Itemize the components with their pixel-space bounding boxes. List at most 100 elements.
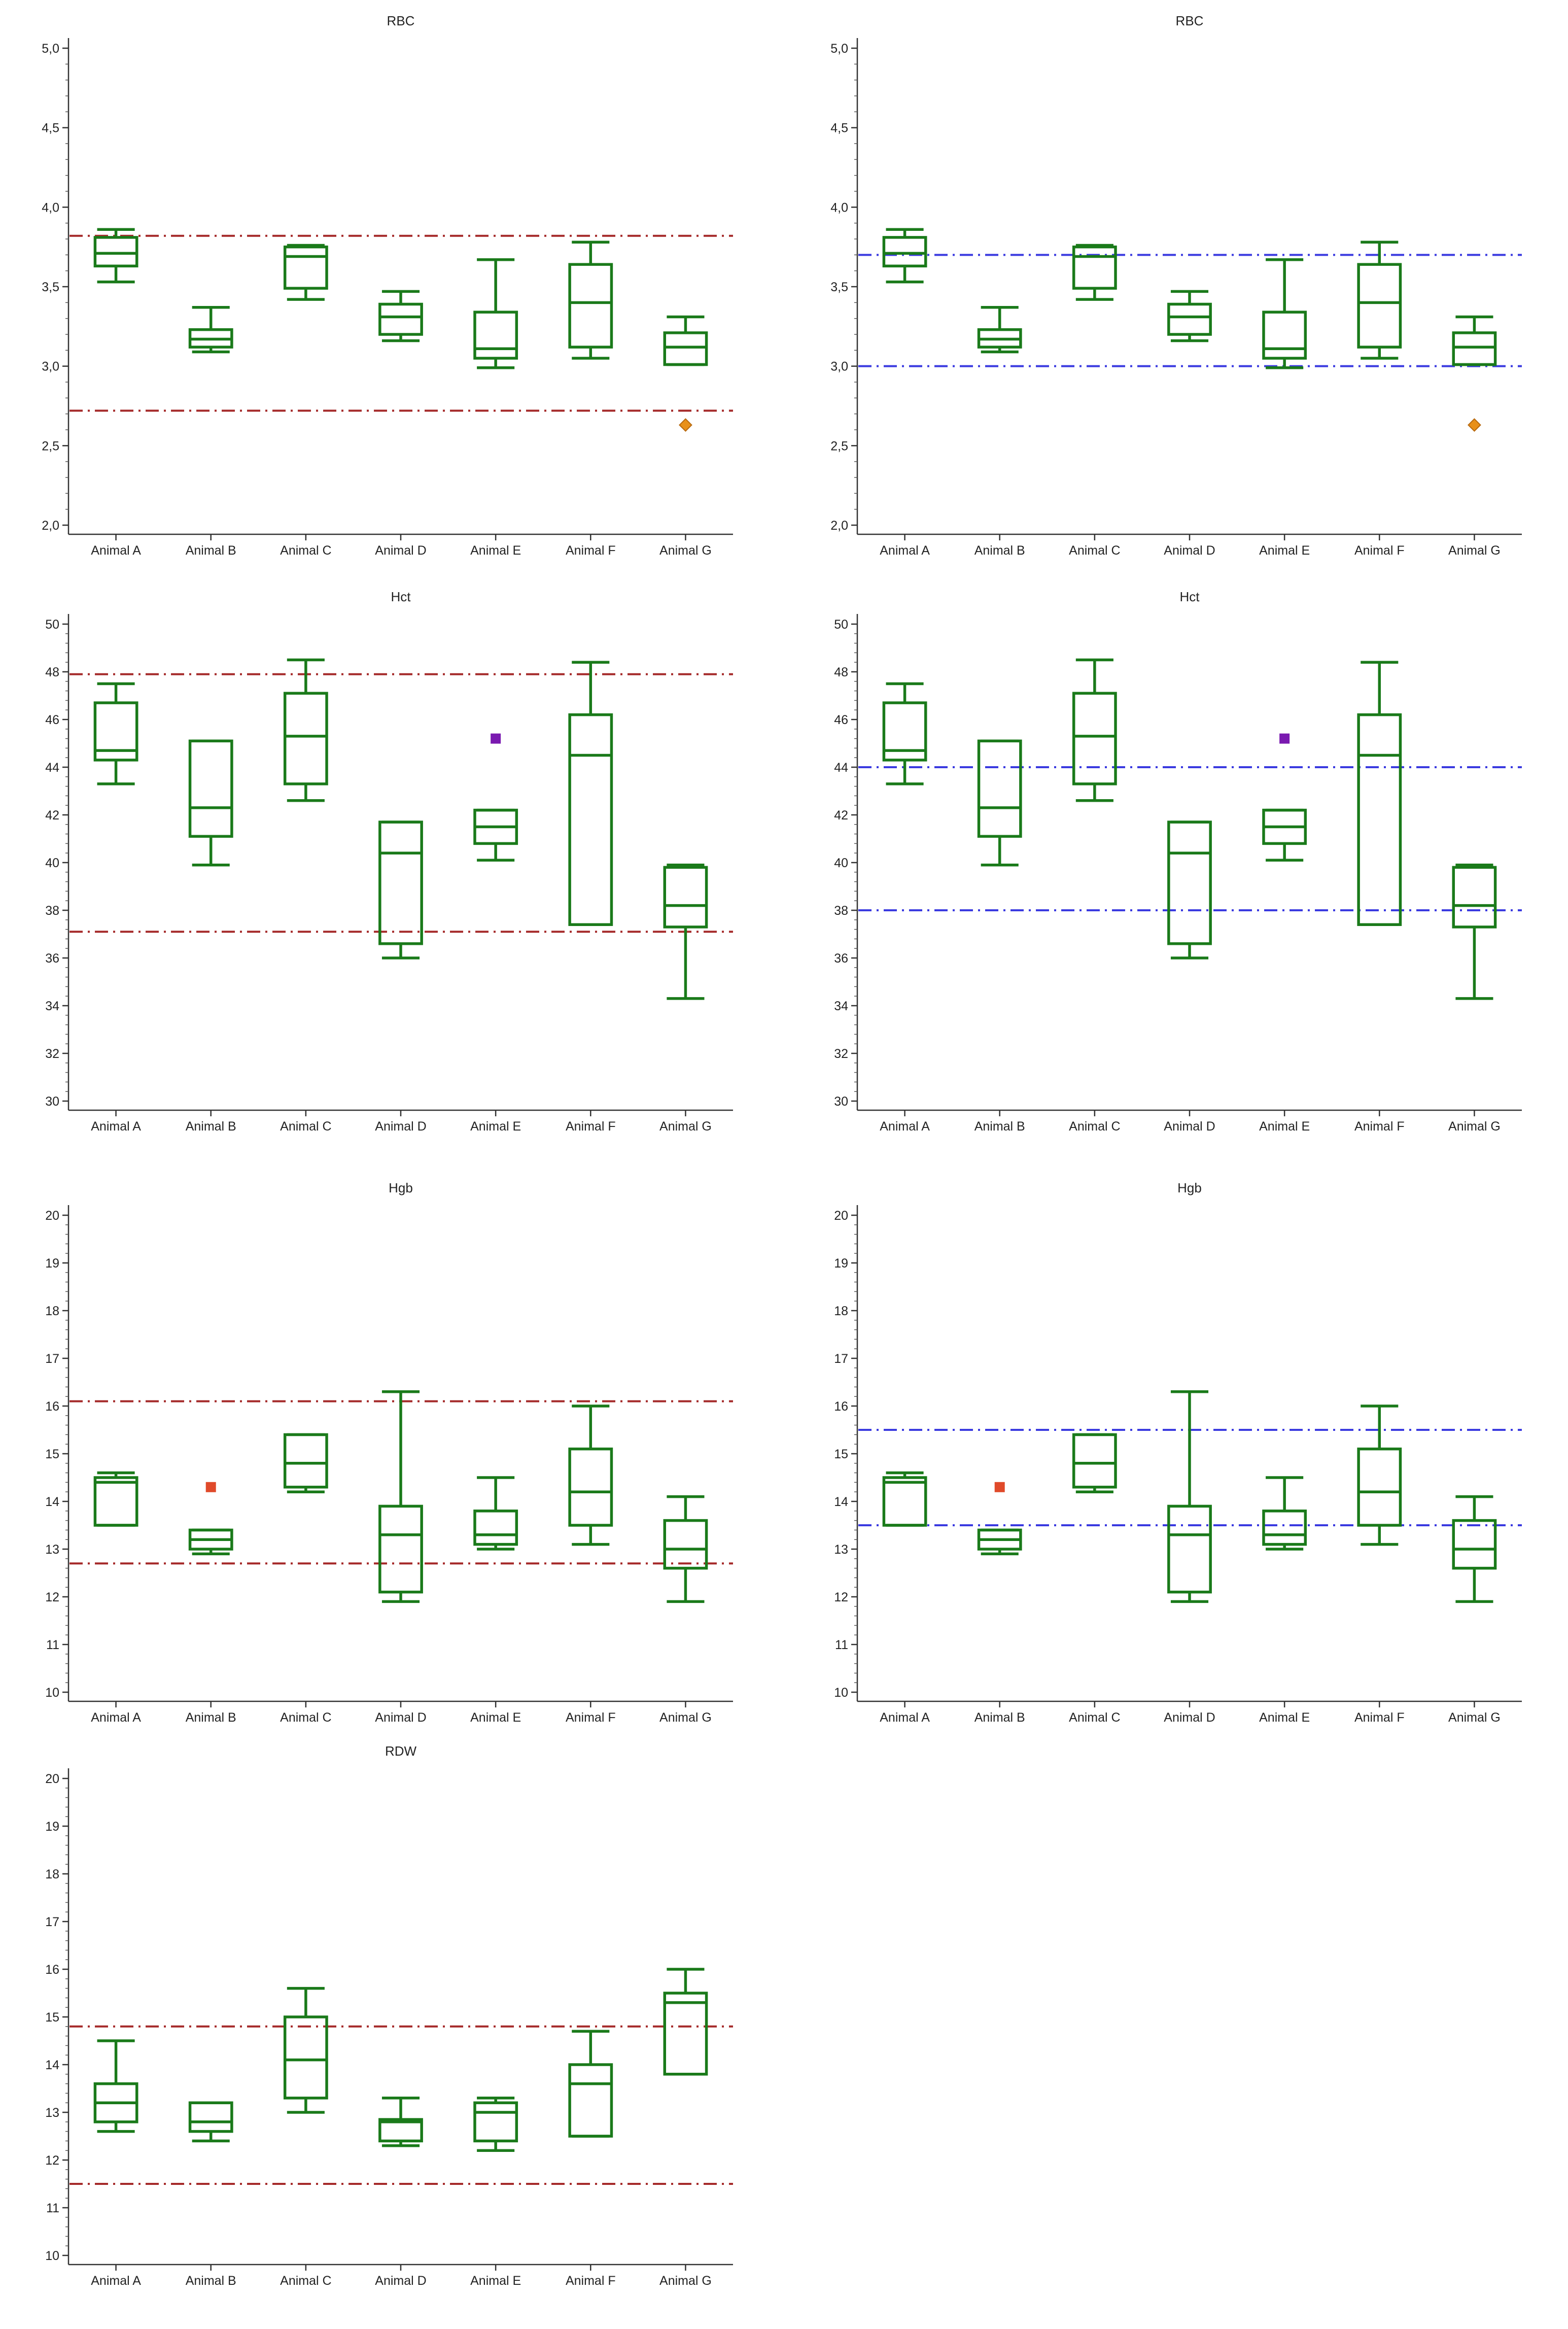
y-tick-label: 50 [834, 618, 848, 632]
y-tick-label: 13 [45, 1543, 59, 1557]
box-iqr [568, 263, 613, 349]
y-tick-label: 3,5 [830, 280, 848, 294]
x-tick-label: Animal E [1259, 543, 1310, 558]
box-iqr [1357, 263, 1402, 349]
y-tick-label: 14 [45, 2058, 59, 2072]
y-tick-label: 50 [45, 618, 59, 632]
y-tick-label: 32 [45, 1047, 59, 1061]
y-tick-label: 17 [45, 1915, 59, 1929]
box-iqr [568, 2063, 613, 2138]
box-iqr [1452, 331, 1497, 366]
y-tick-label: 14 [834, 1495, 848, 1509]
box-iqr [283, 245, 328, 290]
box-iqr [1452, 1519, 1497, 1570]
y-tick-label: 11 [835, 1638, 848, 1652]
x-tick-label: Animal D [1164, 1710, 1215, 1725]
x-tick-label: Animal C [1069, 1119, 1120, 1134]
box-iqr [1167, 820, 1212, 945]
x-tick-label: Animal B [974, 1710, 1025, 1725]
y-tick-label: 16 [834, 1399, 848, 1414]
x-tick-label: Animal E [1259, 1710, 1310, 1725]
x-tick-label: Animal E [470, 543, 521, 558]
y-tick-label: 12 [45, 1590, 59, 1604]
y-tick-label: 34 [834, 999, 848, 1013]
x-tick-label: Animal C [1069, 1710, 1120, 1725]
box-iqr [1167, 302, 1212, 336]
box-iqr [568, 1447, 613, 1527]
box-iqr [1357, 713, 1402, 926]
x-tick-label: Animal C [280, 1710, 331, 1725]
x-tick-label: Animal F [566, 2274, 616, 2288]
y-tick-label: 20 [834, 1209, 848, 1223]
x-tick-label: Animal D [375, 1119, 426, 1134]
y-tick-label: 20 [45, 1772, 59, 1786]
chart-title: Hgb [1177, 1180, 1202, 1195]
box-iqr [1262, 1510, 1307, 1546]
box-iqr [283, 692, 328, 785]
y-tick-label: 42 [834, 808, 848, 823]
y-tick-label: 2,0 [42, 519, 59, 533]
y-tick-label: 14 [45, 1495, 59, 1509]
x-tick-label: Animal G [1448, 1119, 1501, 1134]
box-iqr [882, 1476, 927, 1527]
y-tick-label: 46 [834, 713, 848, 727]
y-tick-label: 19 [834, 1256, 848, 1271]
box-iqr [663, 1519, 708, 1570]
boxplot-panel-rdw-7: RDW 10 11 12 13 14 15 16 17 18 19 20 Animal A Animal … [45, 1743, 733, 2288]
y-tick-label: 32 [834, 1047, 848, 1061]
x-tick-label: Animal C [280, 2274, 331, 2288]
box-iqr [93, 236, 138, 268]
x-tick-label: Animal D [375, 543, 426, 558]
x-tick-label: Animal F [566, 1119, 616, 1134]
box-iqr [663, 866, 708, 929]
x-tick-label: Animal D [375, 2274, 426, 2288]
boxplot-panel-hgb-6: Hgb 10 11 12 13 14 15 16 17 18 19 20 Animal A Animal … [834, 1180, 1522, 1725]
x-tick-label: Animal D [375, 1710, 426, 1725]
box-iqr [188, 739, 233, 838]
x-tick-label: Animal B [974, 543, 1025, 558]
y-tick-label: 11 [46, 2201, 59, 2215]
y-tick-label: 36 [834, 951, 848, 966]
x-tick-label: Animal D [1164, 543, 1215, 558]
y-tick-label: 20 [45, 1209, 59, 1223]
y-tick-label: 30 [45, 1094, 59, 1109]
y-tick-label: 16 [45, 1963, 59, 1977]
y-tick-label: 48 [45, 665, 59, 679]
x-tick-label: Animal A [880, 1710, 930, 1725]
chart-title: Hct [1180, 589, 1200, 604]
outlier-point [1279, 733, 1290, 744]
outlier-point [491, 733, 501, 744]
y-tick-label: 19 [45, 1256, 59, 1271]
x-tick-label: Animal F [1354, 543, 1405, 558]
x-tick-label: Animal G [659, 2274, 712, 2288]
y-tick-label: 2,0 [830, 519, 848, 533]
box-iqr [473, 1510, 518, 1546]
box-iqr [1167, 1504, 1212, 1594]
box-iqr [93, 701, 138, 762]
y-tick-label: 10 [834, 1686, 848, 1700]
y-tick-label: 44 [834, 761, 848, 775]
y-tick-label: 4,0 [42, 200, 59, 215]
x-tick-label: Animal C [1069, 543, 1120, 558]
box-iqr [378, 2118, 423, 2143]
y-tick-label: 13 [834, 1543, 848, 1557]
y-tick-label: 48 [834, 665, 848, 679]
y-tick-label: 30 [834, 1094, 848, 1109]
y-tick-label: 19 [45, 1820, 59, 1834]
y-tick-label: 18 [834, 1304, 848, 1318]
outlier-point [205, 1482, 216, 1492]
chart-title: RBC [1176, 13, 1204, 28]
x-tick-label: Animal B [186, 1710, 236, 1725]
y-tick-label: 40 [834, 856, 848, 870]
y-tick-label: 15 [45, 2010, 59, 2025]
y-tick-label: 3,0 [830, 360, 848, 374]
boxplot-panel-hgb-5: Hgb 10 11 12 13 14 15 16 17 18 19 20 Animal A Animal … [45, 1180, 733, 1725]
y-tick-label: 17 [834, 1352, 848, 1366]
y-tick-label: 3,5 [42, 280, 59, 294]
x-tick-label: Animal E [470, 2274, 521, 2288]
boxplot-panel-rbc-1: RBC 2,0 2,5 3,0 3,5 4,0 4,5 5,0 Animal A Animal B… [42, 13, 733, 558]
x-tick-label: Animal A [880, 543, 930, 558]
y-tick-label: 42 [45, 808, 59, 823]
box-iqr [378, 1504, 423, 1594]
x-tick-label: Animal B [186, 1119, 236, 1134]
